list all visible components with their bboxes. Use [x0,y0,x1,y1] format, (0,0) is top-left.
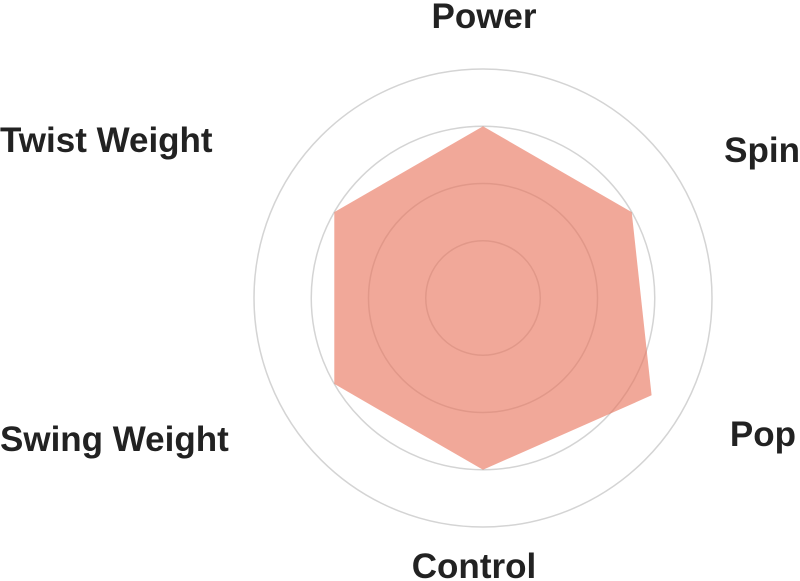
axis-label-swing-weight: Swing Weight [0,420,229,459]
radar-area [334,126,652,470]
axis-label-twist-weight: Twist Weight [0,121,213,160]
radar-series [334,126,652,470]
axis-label-spin: Spin [724,131,800,170]
axis-label-control: Control [412,547,536,581]
axis-label-pop: Pop [730,415,796,454]
axis-label-power: Power [431,0,536,36]
radar-ring-4 [253,68,713,528]
